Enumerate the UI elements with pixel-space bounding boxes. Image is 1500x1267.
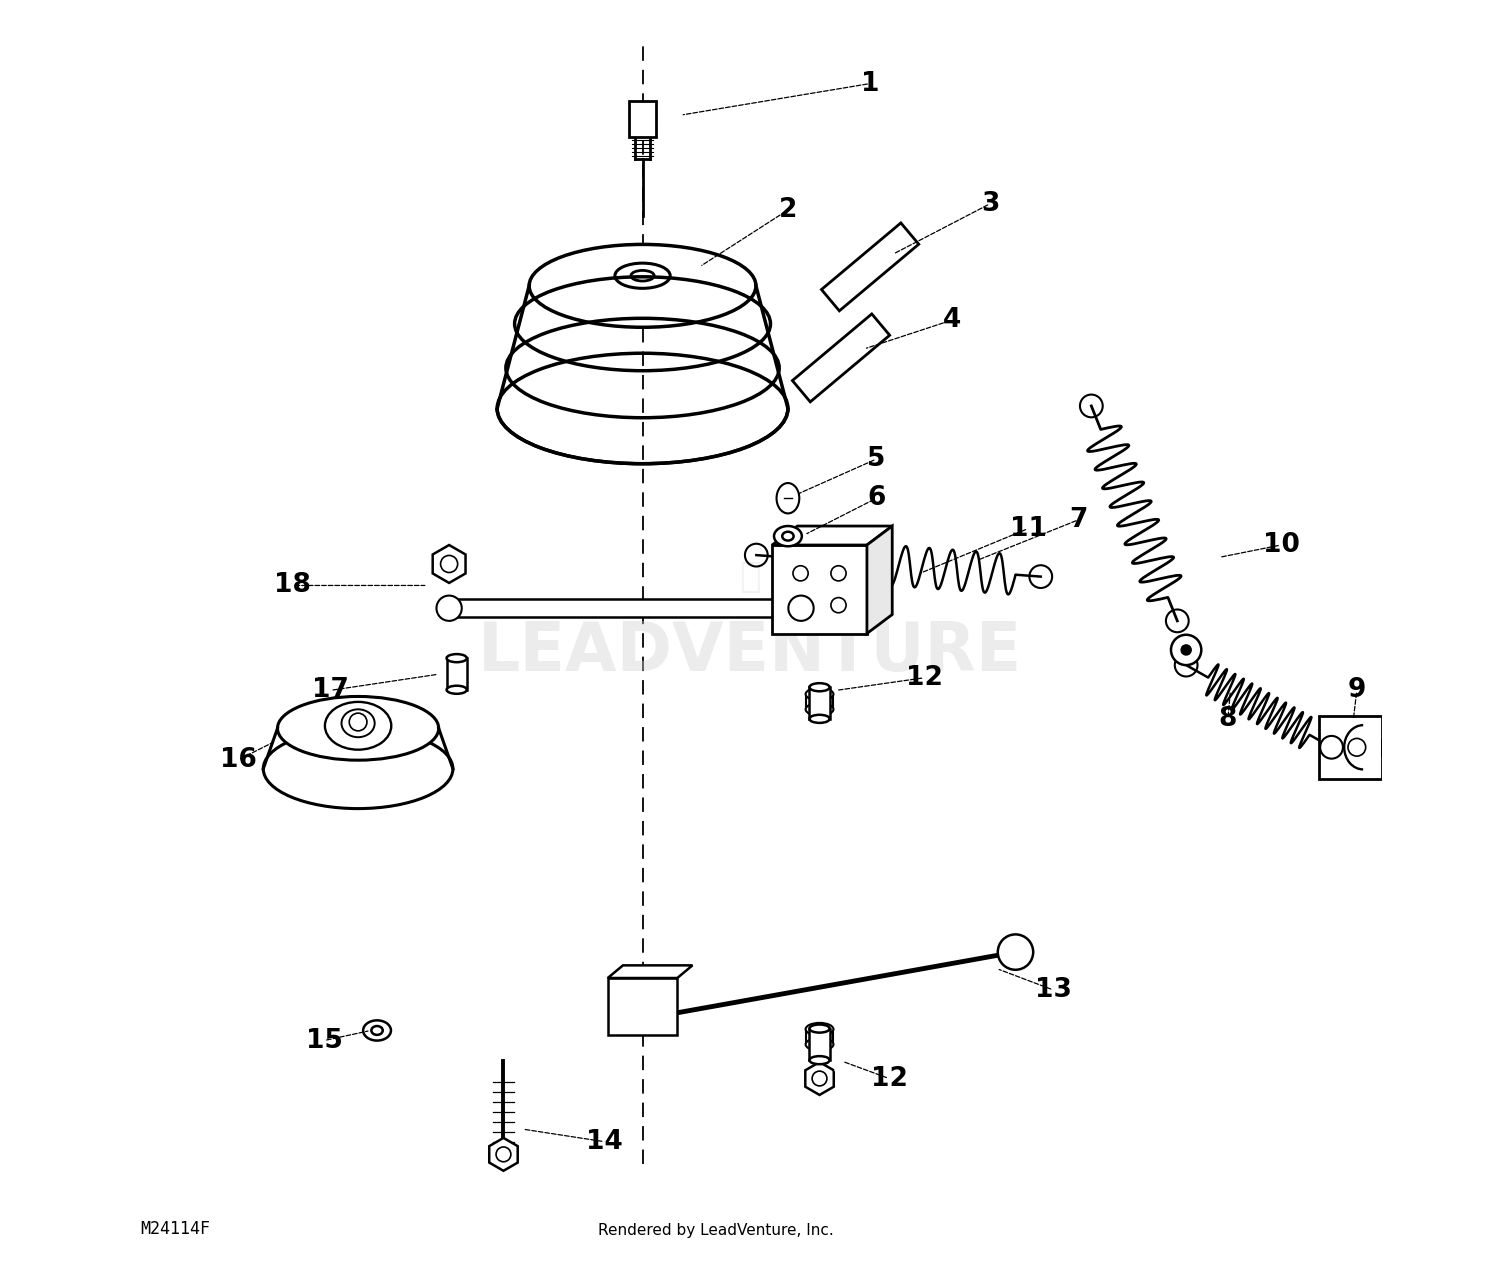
Ellipse shape xyxy=(447,654,466,663)
Circle shape xyxy=(1180,645,1191,655)
Ellipse shape xyxy=(806,1022,834,1035)
Circle shape xyxy=(998,934,1033,969)
Text: 8: 8 xyxy=(1218,707,1237,732)
Ellipse shape xyxy=(777,483,800,513)
Polygon shape xyxy=(432,545,465,583)
Text: 17: 17 xyxy=(312,678,348,703)
FancyBboxPatch shape xyxy=(608,978,678,1035)
Text: 14: 14 xyxy=(586,1129,622,1154)
Text: M24114F: M24114F xyxy=(141,1220,210,1238)
Circle shape xyxy=(1348,739,1365,756)
Ellipse shape xyxy=(363,1020,392,1040)
Ellipse shape xyxy=(342,710,375,737)
Text: 7: 7 xyxy=(1070,507,1088,532)
Polygon shape xyxy=(772,526,892,545)
Circle shape xyxy=(1172,635,1202,665)
Polygon shape xyxy=(822,223,918,310)
FancyBboxPatch shape xyxy=(447,658,466,689)
Text: 13: 13 xyxy=(1035,977,1072,1003)
Polygon shape xyxy=(806,1062,834,1095)
Text: 12: 12 xyxy=(906,665,944,691)
Ellipse shape xyxy=(264,729,453,808)
Ellipse shape xyxy=(810,683,830,692)
Ellipse shape xyxy=(810,715,830,723)
Circle shape xyxy=(441,555,458,573)
FancyBboxPatch shape xyxy=(628,101,657,137)
Ellipse shape xyxy=(530,245,756,327)
Ellipse shape xyxy=(806,1038,834,1050)
Circle shape xyxy=(789,595,813,621)
Ellipse shape xyxy=(774,526,802,546)
Text: 10: 10 xyxy=(1263,532,1299,557)
Polygon shape xyxy=(608,965,693,978)
Ellipse shape xyxy=(810,1057,830,1064)
Polygon shape xyxy=(448,599,819,617)
Text: 9: 9 xyxy=(1347,678,1366,703)
Circle shape xyxy=(812,1071,826,1086)
Ellipse shape xyxy=(372,1026,382,1035)
Text: 6: 6 xyxy=(867,485,885,511)
Ellipse shape xyxy=(326,702,392,750)
Circle shape xyxy=(350,713,368,731)
Ellipse shape xyxy=(810,1025,830,1033)
Circle shape xyxy=(496,1147,512,1162)
Ellipse shape xyxy=(806,688,834,701)
Text: 12: 12 xyxy=(870,1066,907,1091)
Text: 16: 16 xyxy=(219,748,257,773)
Text: LEADVENTURE: LEADVENTURE xyxy=(478,620,1022,685)
Polygon shape xyxy=(867,526,892,634)
Ellipse shape xyxy=(278,697,438,760)
Ellipse shape xyxy=(782,532,794,541)
Polygon shape xyxy=(792,314,889,402)
Text: 11: 11 xyxy=(1010,516,1047,541)
Circle shape xyxy=(831,598,846,613)
FancyBboxPatch shape xyxy=(1318,716,1382,779)
Text: 5: 5 xyxy=(867,446,885,473)
Ellipse shape xyxy=(806,703,834,716)
Text: 2: 2 xyxy=(778,196,796,223)
Text: 3: 3 xyxy=(981,190,999,217)
Circle shape xyxy=(436,595,462,621)
Text: 4: 4 xyxy=(944,307,962,333)
Text: 15: 15 xyxy=(306,1028,342,1054)
FancyBboxPatch shape xyxy=(810,687,830,718)
Circle shape xyxy=(794,598,808,613)
FancyBboxPatch shape xyxy=(810,1029,830,1060)
FancyBboxPatch shape xyxy=(772,545,867,634)
Ellipse shape xyxy=(447,685,466,694)
Text: 18: 18 xyxy=(274,573,310,598)
Text: 1: 1 xyxy=(861,71,879,96)
Circle shape xyxy=(794,566,808,580)
Text: Rendered by LeadVenture, Inc.: Rendered by LeadVenture, Inc. xyxy=(598,1223,834,1238)
Text: 🔥: 🔥 xyxy=(740,560,760,594)
Circle shape xyxy=(831,566,846,580)
Polygon shape xyxy=(489,1138,518,1171)
